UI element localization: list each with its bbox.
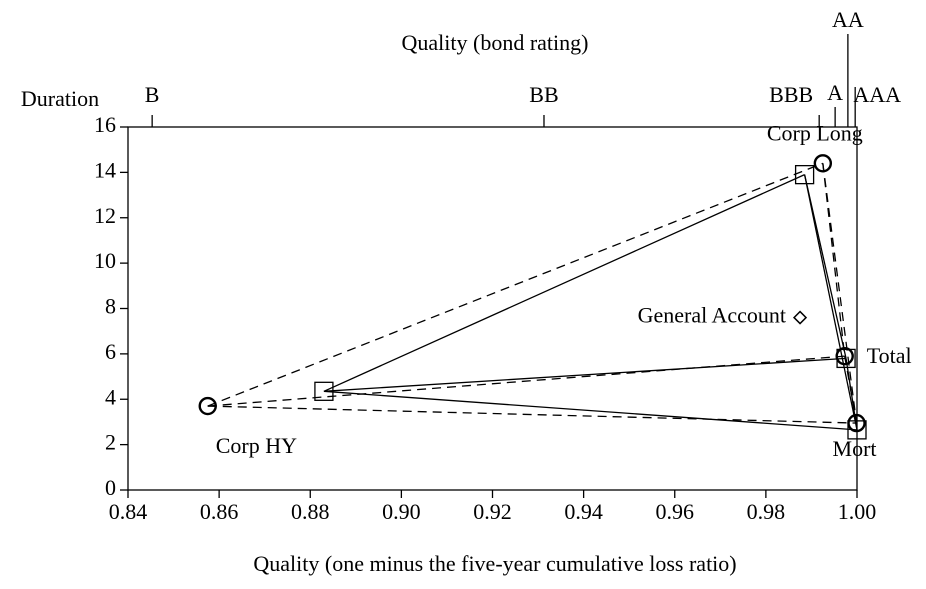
connector — [207, 355, 845, 407]
annotation-label: General Account — [638, 303, 786, 328]
x-tick-label: 0.96 — [656, 499, 695, 524]
connector — [822, 163, 846, 357]
point-label: Corp Long — [767, 120, 863, 145]
y-tick-label: 8 — [105, 294, 116, 319]
y-tick-label: 10 — [94, 248, 116, 273]
x-tick-label: 0.86 — [200, 499, 239, 524]
x-tick-label: 0.88 — [291, 499, 330, 524]
x-tick-label: 1.00 — [838, 499, 877, 524]
point-label: Mort — [833, 436, 877, 461]
connector — [822, 163, 858, 424]
diamond-marker — [792, 310, 808, 325]
y-tick-label: 0 — [105, 475, 116, 500]
circle-marker — [847, 413, 866, 433]
y-tick-label: 6 — [105, 339, 116, 364]
connector — [323, 357, 847, 392]
square-marker — [794, 164, 815, 185]
connector — [207, 405, 857, 424]
connector — [207, 162, 824, 407]
x-tick-label: 0.98 — [747, 499, 786, 524]
y-tick-label: 2 — [105, 430, 116, 455]
circle-marker — [835, 346, 854, 366]
x-axis-label: Quality (one minus the five-year cumulat… — [253, 551, 736, 576]
y-tick-label: 14 — [94, 157, 116, 182]
point-label: Corp HY — [216, 433, 297, 458]
connector — [844, 356, 858, 424]
x-tick-label: 0.84 — [109, 499, 148, 524]
x2-tick-label: AAA — [853, 82, 901, 107]
point-label: Total — [867, 343, 912, 368]
y-tick-label: 12 — [94, 203, 116, 228]
x2-tick-label: A — [827, 80, 843, 105]
connector — [323, 390, 858, 431]
circle-marker — [198, 396, 217, 416]
x-tick-label: 0.94 — [564, 499, 603, 524]
x2-tick-label: AA — [832, 7, 864, 32]
x2-tick-label: BB — [529, 82, 558, 107]
connector — [323, 174, 805, 392]
x-tick-label: 0.90 — [382, 499, 421, 524]
square-marker — [314, 381, 334, 401]
connector — [803, 174, 858, 431]
circle-marker — [813, 154, 833, 173]
x-tick-label: 0.92 — [473, 499, 512, 524]
y-axis-label: Duration — [21, 86, 99, 111]
y-tick-label: 4 — [105, 384, 116, 409]
x2-tick-label: BBB — [769, 82, 813, 107]
x2-tick-label: B — [145, 82, 160, 107]
square-marker — [847, 420, 867, 440]
y-tick-label: 16 — [94, 112, 116, 137]
chart-title: Quality (bond rating) — [402, 30, 589, 55]
